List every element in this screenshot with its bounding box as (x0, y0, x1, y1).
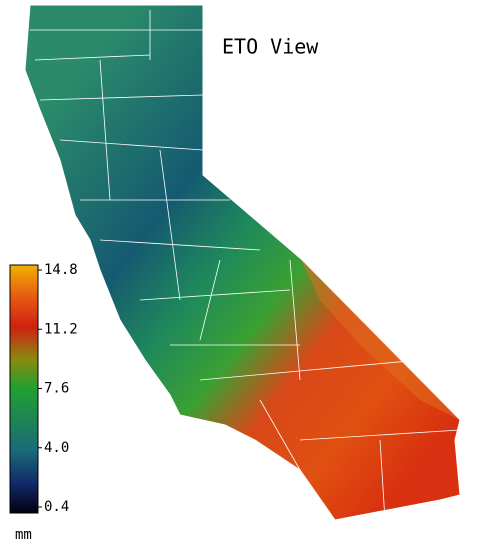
county-lines (30, 10, 461, 521)
color-scale (9, 264, 39, 514)
scale-tick-label: 7.6 (44, 381, 69, 397)
scale-tick-label: 14.8 (44, 262, 78, 278)
state-outline (24, 4, 461, 521)
scale-tick-label: 0.4 (44, 499, 69, 515)
scale-tick-label: 4.0 (44, 440, 69, 456)
map-title: ETO View (222, 35, 319, 59)
scale-tick-label: 11.2 (44, 321, 78, 337)
hot-region (300, 258, 460, 420)
legend-unit: mm (15, 527, 32, 543)
